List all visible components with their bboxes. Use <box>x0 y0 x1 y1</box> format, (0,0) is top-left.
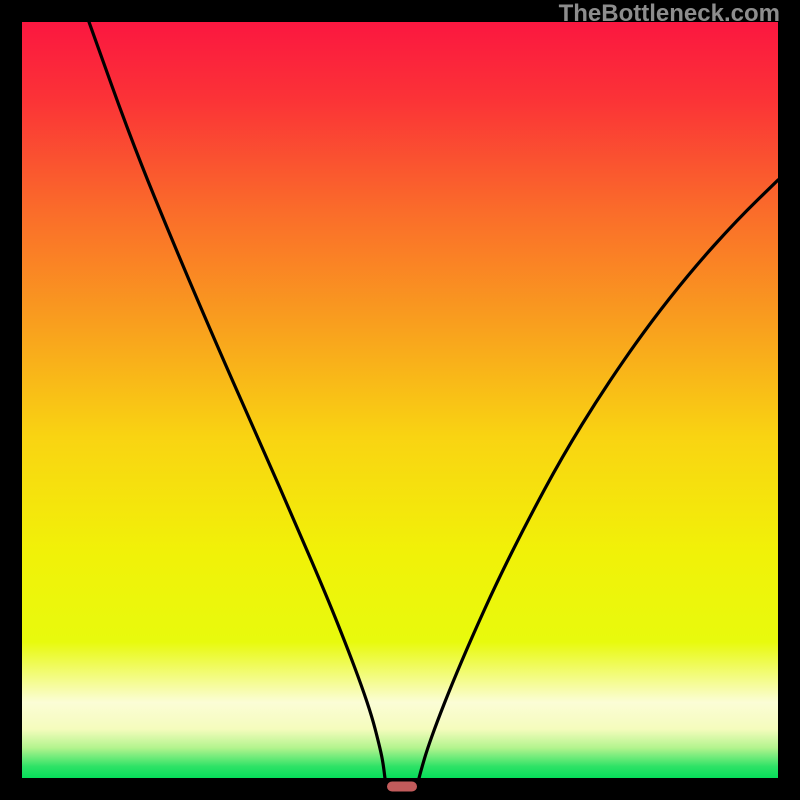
watermark-text: TheBottleneck.com <box>559 0 780 28</box>
chart-frame: TheBottleneck.com <box>0 0 800 800</box>
minimum-marker <box>387 782 417 792</box>
chart-svg <box>0 0 800 800</box>
plot-background-gradient <box>22 22 778 778</box>
